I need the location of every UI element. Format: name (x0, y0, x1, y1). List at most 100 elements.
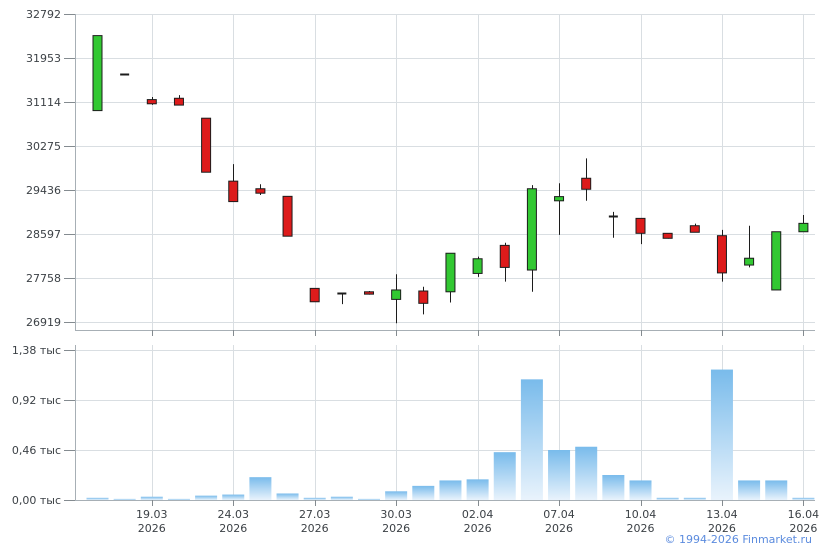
candle (744, 225, 755, 268)
candle-body-down (173, 97, 184, 106)
volume-bar (602, 475, 625, 500)
candles-layer (92, 35, 809, 324)
candle (391, 274, 402, 324)
volume-bar (792, 497, 815, 500)
candle-body-up (391, 289, 402, 300)
candle (201, 117, 212, 173)
volume-bars-layer (86, 369, 815, 500)
candle-body-up (744, 257, 755, 266)
volume-bar (222, 494, 245, 500)
candle-body-down (309, 287, 320, 303)
date-label: 19.03 (136, 508, 168, 521)
candle (282, 195, 293, 237)
volume-bar (439, 480, 462, 500)
candle-body-up (798, 222, 809, 233)
volume-bar (385, 491, 408, 500)
price-axis-label: 26919 (26, 316, 61, 329)
candle (146, 96, 157, 105)
date-label: 27.03 (299, 508, 331, 521)
volume-bar (520, 379, 543, 500)
candle (608, 211, 618, 238)
volume-bar (276, 493, 299, 500)
price-axis-label: 29436 (26, 184, 61, 197)
candle-body-down (201, 117, 212, 173)
volume-axis-label: 0,92 тыс (12, 394, 61, 407)
date-year-label: 2026 (382, 522, 410, 535)
candle (771, 231, 782, 291)
candle (716, 229, 727, 282)
date-label: 30.03 (380, 508, 412, 521)
axes (75, 14, 815, 501)
candle (662, 232, 673, 239)
volume-bar (656, 497, 679, 500)
date-year-label: 2026 (789, 522, 817, 535)
volume-bar (330, 496, 353, 500)
candle-body-up (554, 196, 565, 202)
candle-body-up (92, 35, 103, 112)
candle-body-down (635, 217, 646, 234)
date-year-label: 2026 (219, 522, 247, 535)
volume-bar (358, 498, 380, 500)
volume-axis-label: 1,38 тыс (12, 344, 61, 357)
volume-bar (412, 485, 435, 500)
candle (526, 185, 537, 292)
price-axis-label: 28597 (26, 228, 61, 241)
volume-axis-label: 0,00 тыс (12, 494, 61, 507)
candle (635, 217, 646, 245)
volume-bar (548, 450, 571, 500)
candle-body-down (255, 188, 266, 194)
candle (798, 214, 809, 233)
price-axis-label: 32792 (26, 8, 61, 21)
volume-bar (167, 498, 190, 500)
volume-bar (303, 497, 326, 500)
date-label: 13.04 (706, 508, 738, 521)
volume-bar (629, 480, 652, 500)
footer-copyright-link[interactable]: © 1994-2026 Finmarket.ru (664, 533, 812, 546)
gridlines (75, 14, 815, 500)
volume-bar (493, 452, 516, 500)
date-year-label: 2026 (708, 522, 736, 535)
volume-bar (466, 479, 489, 500)
candle-body-down (499, 244, 510, 268)
candle-body-down (282, 195, 293, 237)
candle-body-down (581, 177, 592, 190)
volume-bar (683, 497, 706, 500)
candle-body-down (146, 99, 157, 105)
price-axis-label: 31114 (26, 96, 61, 109)
candle-body-up (526, 188, 537, 271)
volume-bar (738, 480, 761, 500)
price-axis-label: 27758 (26, 272, 61, 285)
date-label: 10.04 (625, 508, 657, 521)
candle (228, 164, 239, 203)
candle-body-down (689, 225, 700, 233)
volume-bar (575, 446, 598, 500)
candle (418, 286, 429, 315)
candle-body-down (716, 235, 727, 274)
date-year-label: 2026 (545, 522, 573, 535)
candle (309, 287, 320, 303)
volume-axis-label: 0,46 тыс (12, 444, 61, 457)
price-axis-label: 31953 (26, 52, 61, 65)
candle (255, 184, 266, 196)
volume-bar (140, 496, 163, 500)
candle-body-down (418, 290, 429, 304)
candle (689, 223, 700, 233)
candle-body-down (364, 291, 374, 295)
candle-body-up (445, 252, 456, 293)
date-year-label: 2026 (627, 522, 655, 535)
candle (581, 158, 592, 201)
candle-body-down (662, 232, 673, 239)
volume-bar (113, 498, 136, 500)
volume-bar (249, 477, 272, 500)
tick-marks (64, 14, 804, 506)
volume-bar (195, 495, 218, 500)
candle (364, 291, 374, 295)
volume-bar (765, 480, 788, 500)
candle (445, 252, 456, 303)
date-label: 24.03 (218, 508, 250, 521)
volume-bar (86, 497, 109, 500)
date-year-label: 2026 (301, 522, 329, 535)
candle-body-up (472, 258, 483, 274)
candle (92, 35, 103, 112)
